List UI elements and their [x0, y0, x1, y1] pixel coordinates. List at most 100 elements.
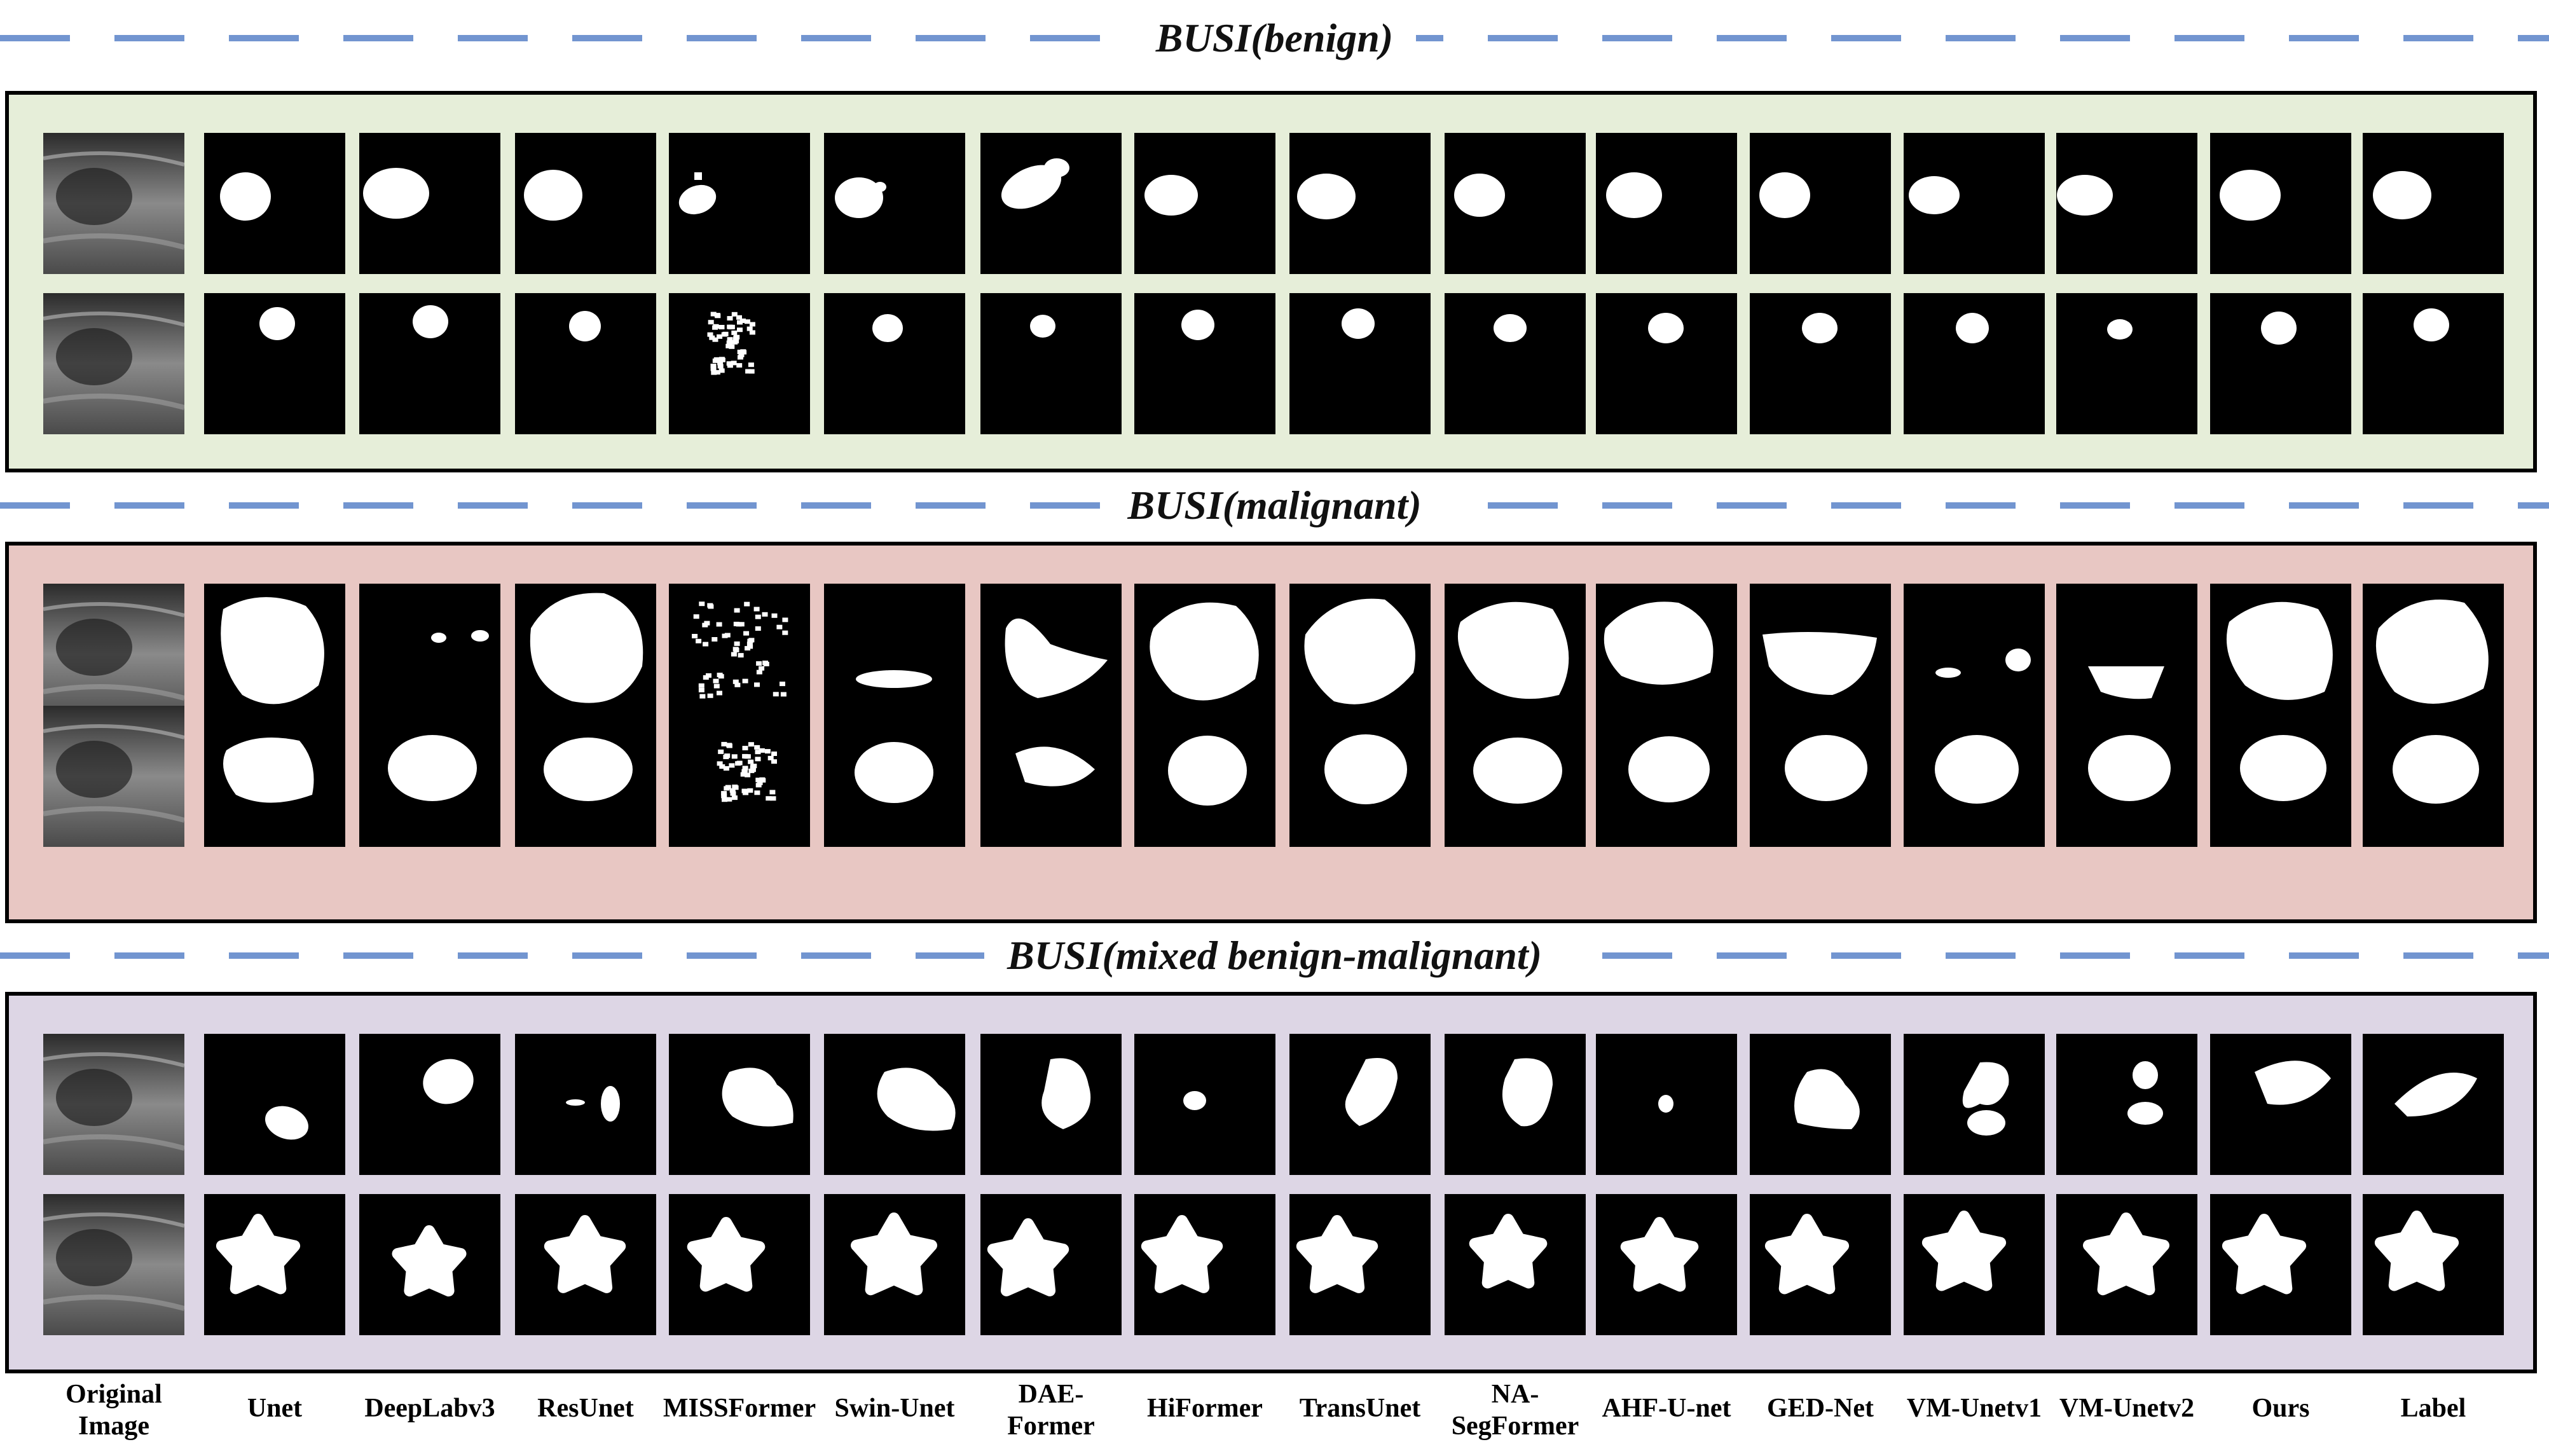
ultrasound-image	[43, 1034, 184, 1175]
column-label: VM-Unetv1	[1906, 1394, 2042, 1423]
column-label: MISSFormer	[663, 1394, 816, 1423]
segmentation-mask	[1445, 1034, 1586, 1175]
segmentation-mask	[2210, 133, 2351, 274]
column-label: DeepLabv3	[364, 1394, 495, 1423]
section-header-benign: BUSI(benign)	[0, 0, 2549, 76]
segmentation-mask	[1750, 1034, 1891, 1175]
segmentation-mask	[1596, 293, 1737, 434]
segmentation-mask	[359, 584, 500, 725]
segmentation-mask	[669, 584, 810, 725]
segmentation-mask	[1134, 293, 1275, 434]
segmentation-mask	[2210, 293, 2351, 434]
segmentation-mask	[1904, 1194, 2045, 1335]
segmentation-mask	[359, 1194, 500, 1335]
section-title: BUSI(mixed benign-malignant)	[984, 933, 1565, 978]
segmentation-mask	[824, 1194, 965, 1335]
segmentation-mask	[824, 584, 965, 725]
section-header-malignant: BUSI(malignant)	[0, 467, 2549, 544]
segmentation-mask	[824, 293, 965, 434]
segmentation-mask	[2056, 1034, 2197, 1175]
segmentation-mask	[2056, 133, 2197, 274]
segmentation-mask	[1750, 584, 1891, 725]
column-label: TransUnet	[1299, 1394, 1421, 1423]
segmentation-mask	[1445, 293, 1586, 434]
section-header-mixed: BUSI(mixed benign-malignant)	[0, 917, 2549, 994]
segmentation-mask	[824, 706, 965, 847]
segmentation-mask	[1289, 584, 1431, 725]
segmentation-mask	[824, 1034, 965, 1175]
segmentation-mask	[1289, 293, 1431, 434]
segmentation-mask	[1750, 133, 1891, 274]
segmentation-mask	[1904, 293, 2045, 434]
column-label: VM-Unetv2	[2059, 1394, 2195, 1423]
segmentation-mask	[1750, 293, 1891, 434]
segmentation-mask	[515, 133, 656, 274]
column-label: Original Image	[65, 1380, 162, 1441]
segmentation-mask	[669, 133, 810, 274]
segmentation-mask	[515, 293, 656, 434]
segmentation-mask	[1904, 584, 2045, 725]
section-title: BUSI(benign)	[1132, 15, 1417, 60]
segmentation-mask	[1134, 584, 1275, 725]
segmentation-mask	[204, 133, 345, 274]
segmentation-mask	[1134, 706, 1275, 847]
column-label: NA- SegFormer	[1451, 1380, 1579, 1441]
segmentation-mask	[2363, 706, 2504, 847]
segmentation-mask	[669, 1194, 810, 1335]
segmentation-mask	[669, 1034, 810, 1175]
segmentation-mask	[204, 584, 345, 725]
segmentation-mask	[2363, 293, 2504, 434]
segmentation-mask	[669, 293, 810, 434]
column-label: Ours	[2251, 1394, 2310, 1423]
ultrasound-image	[43, 1194, 184, 1335]
segmentation-mask	[980, 293, 1122, 434]
column-label: Unet	[247, 1394, 303, 1423]
segmentation-mask	[359, 706, 500, 847]
segmentation-mask	[1445, 706, 1586, 847]
segmentation-mask	[1750, 706, 1891, 847]
ultrasound-image	[43, 584, 184, 725]
segmentation-mask	[1289, 706, 1431, 847]
segmentation-mask	[824, 133, 965, 274]
segmentation-mask	[515, 1034, 656, 1175]
segmentation-mask	[2363, 584, 2504, 725]
segmentation-mask	[1596, 133, 1737, 274]
segmentation-mask	[1596, 706, 1737, 847]
column-label: Label	[2400, 1394, 2466, 1423]
segmentation-mask	[204, 1034, 345, 1175]
segmentation-mask	[1596, 1034, 1737, 1175]
segmentation-mask	[980, 1034, 1122, 1175]
segmentation-mask	[2056, 706, 2197, 847]
ultrasound-image	[43, 133, 184, 274]
segmentation-mask	[1596, 1194, 1737, 1335]
segmentation-mask	[515, 706, 656, 847]
segmentation-mask	[2363, 133, 2504, 274]
section-title: BUSI(malignant)	[1104, 483, 1445, 528]
segmentation-mask	[1596, 584, 1737, 725]
segmentation-mask	[1134, 1194, 1275, 1335]
segmentation-mask	[1289, 1034, 1431, 1175]
segmentation-mask	[359, 1034, 500, 1175]
column-label: DAE- Former	[1007, 1380, 1095, 1441]
segmentation-mask	[2210, 1194, 2351, 1335]
column-label: HiFormer	[1147, 1394, 1263, 1423]
column-label: AHF-U-net	[1602, 1394, 1731, 1423]
segmentation-mask	[1289, 1194, 1431, 1335]
segmentation-mask	[980, 706, 1122, 847]
ultrasound-image	[43, 293, 184, 434]
segmentation-mask	[2210, 706, 2351, 847]
column-label: Swin-Unet	[834, 1394, 955, 1423]
segmentation-mask	[2210, 584, 2351, 725]
segmentation-mask	[1904, 1034, 2045, 1175]
segmentation-mask	[980, 1194, 1122, 1335]
segmentation-mask	[980, 133, 1122, 274]
segmentation-mask	[515, 584, 656, 725]
segmentation-mask	[204, 1194, 345, 1335]
segmentation-mask	[515, 1194, 656, 1335]
segmentation-mask	[359, 133, 500, 274]
segmentation-mask	[2363, 1194, 2504, 1335]
segmentation-mask	[2210, 1034, 2351, 1175]
segmentation-mask	[1134, 133, 1275, 274]
segmentation-mask	[2056, 584, 2197, 725]
